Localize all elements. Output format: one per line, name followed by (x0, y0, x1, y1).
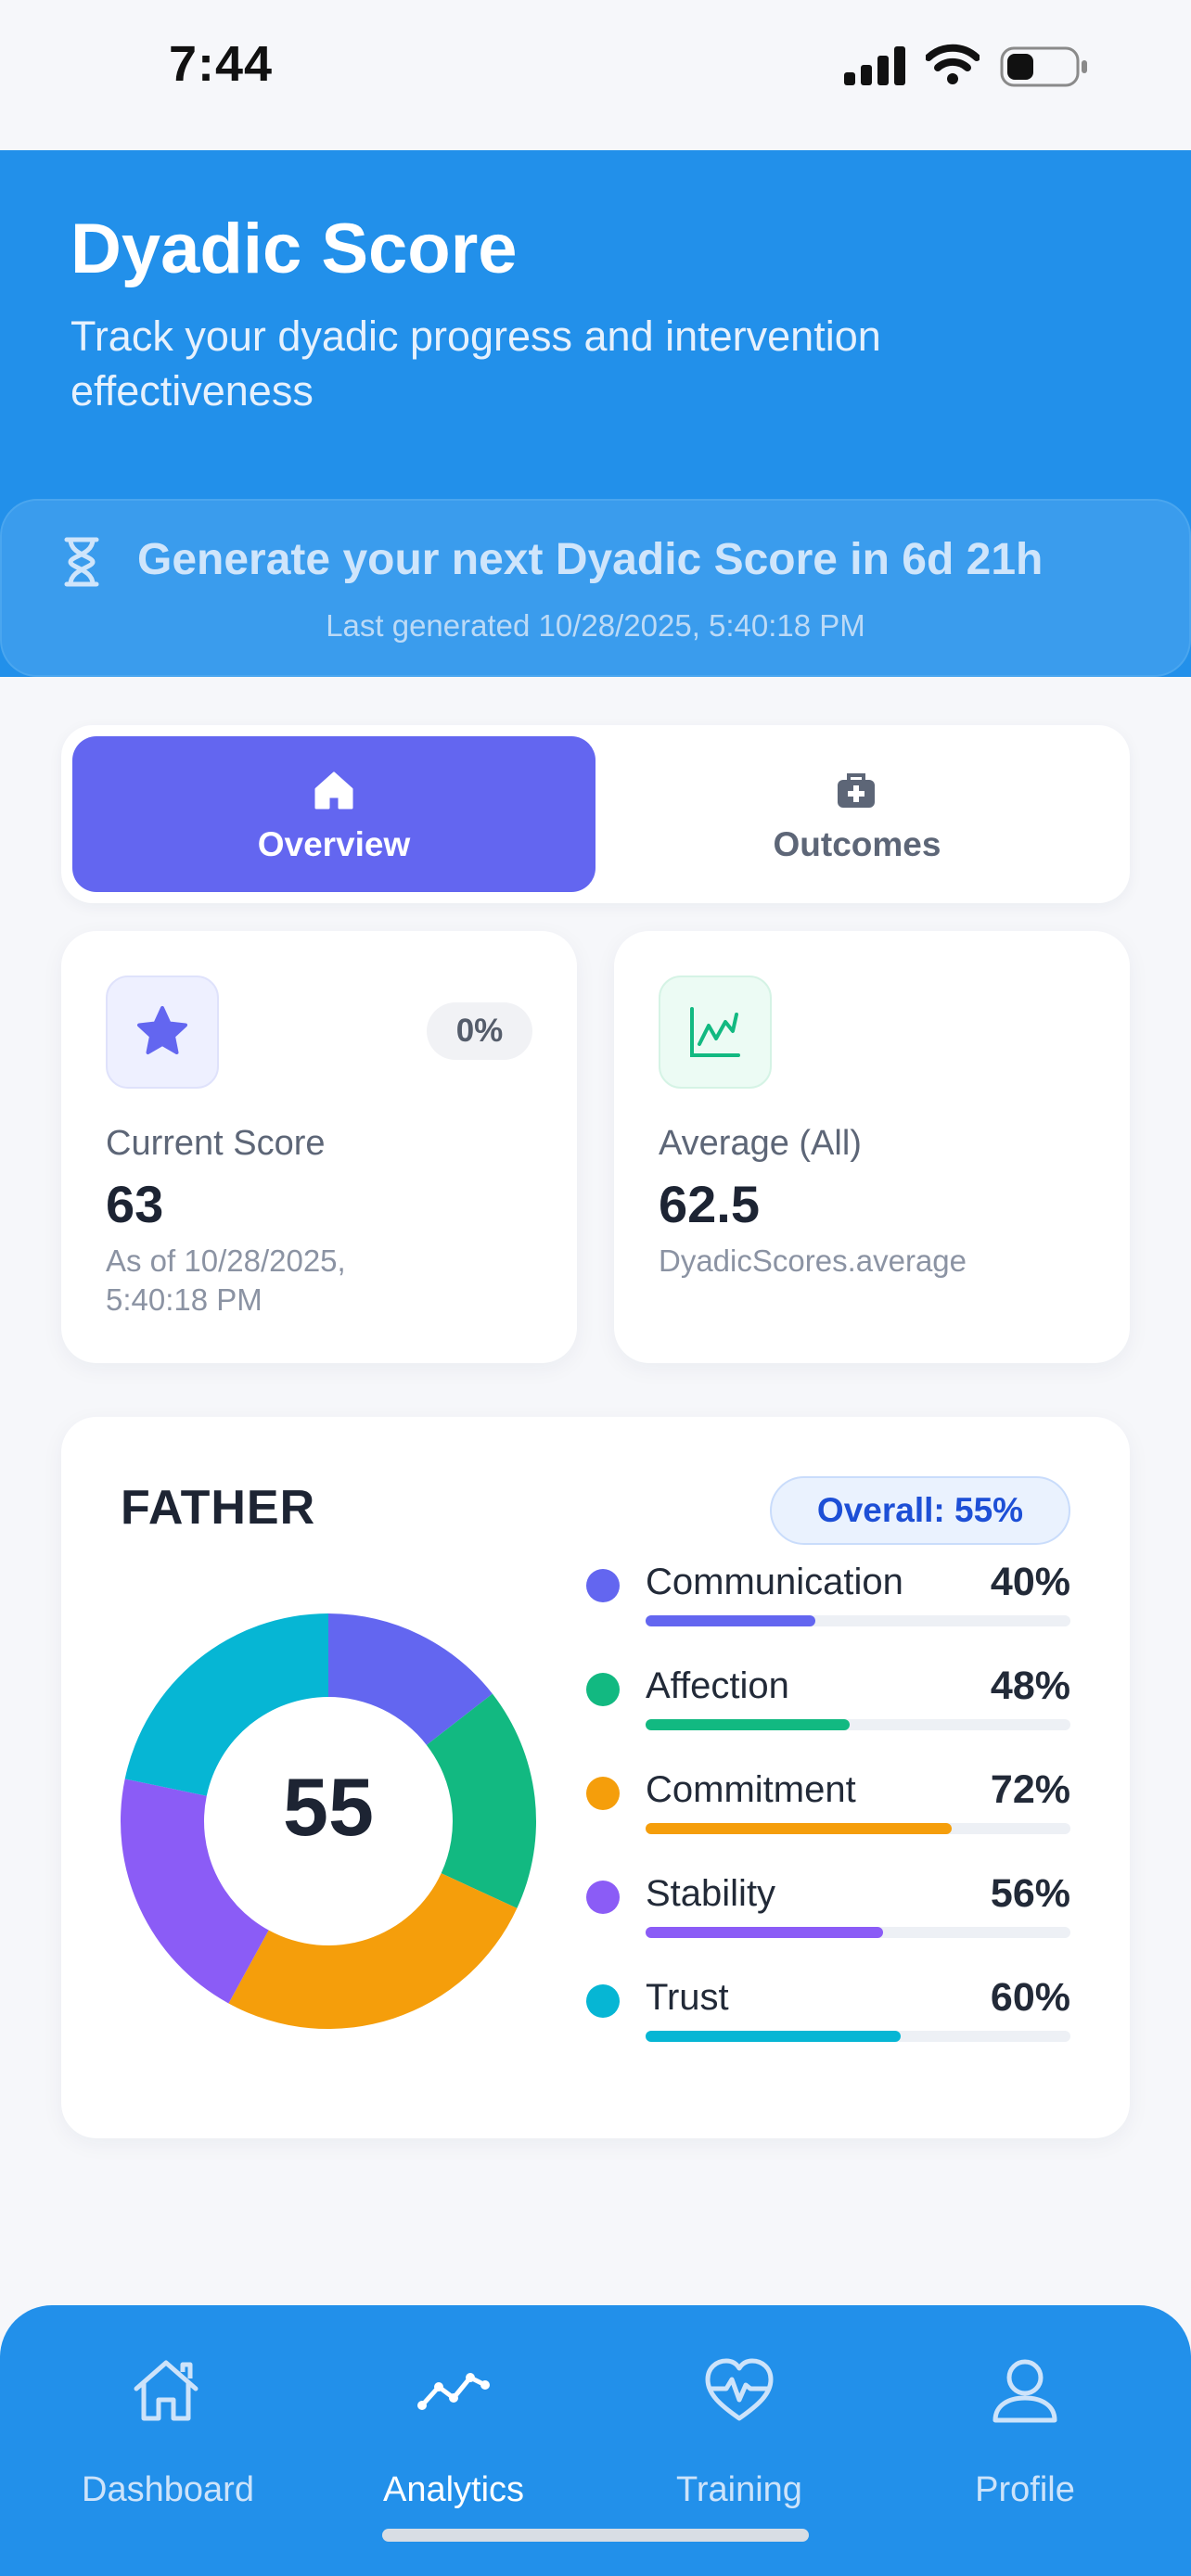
metric-progress-fill (646, 1927, 884, 1938)
user-icon (992, 2359, 1057, 2423)
nav-profile-label: Profile (975, 2470, 1075, 2509)
metric-name: Communication (646, 1562, 903, 1602)
metric-dot (586, 1777, 620, 1810)
next-score-message: Generate your next Dyadic Score in 6d 21… (137, 535, 1044, 584)
wifi-icon (926, 44, 980, 84)
average-score-value: 62.5 (659, 1175, 760, 1233)
home-indicator (382, 2529, 809, 2542)
metric-progress-track (646, 1719, 1070, 1730)
heartbeat-icon (705, 2358, 774, 2421)
metric-progress-fill (646, 1615, 816, 1626)
metric-progress-track (646, 1927, 1070, 1938)
metric-dot (586, 1569, 620, 1602)
tab-outcomes[interactable] (596, 736, 1119, 892)
average-score-source: DyadicScores.average (659, 1243, 967, 1278)
average-icon-box (659, 976, 772, 1089)
metric-progress-track (646, 1823, 1070, 1834)
metric-percent: 48% (990, 1664, 1070, 1708)
score-change-badge: 0% (427, 1002, 532, 1060)
overall-badge: Overall: 55% (770, 1476, 1070, 1545)
metric-name: Affection (646, 1665, 789, 1706)
metric-progress-fill (646, 1823, 952, 1834)
hourglass-icon (64, 537, 99, 587)
nav-dashboard-label: Dashboard (82, 2470, 254, 2509)
father-title: FATHER (121, 1481, 316, 1535)
metric-name: Trust (646, 1977, 729, 2018)
current-score-label: Current Score (106, 1124, 326, 1163)
home-icon (134, 2360, 198, 2421)
dimension-donut-chart (121, 1613, 536, 2029)
status-time: 7:44 (169, 36, 274, 92)
page-title: Dyadic Score (70, 210, 518, 288)
home-icon (314, 772, 353, 810)
tab-outcomes-label: Outcomes (773, 825, 941, 863)
medical-kit-icon (838, 773, 875, 808)
last-generated-text: Last generated 10/28/2025, 5:40:18 PM (326, 608, 865, 643)
metric-progress-fill (646, 2031, 901, 2042)
metric-percent: 60% (990, 1975, 1070, 2020)
donut-segment-stability (121, 1779, 269, 2004)
donut-segment-trust (124, 1613, 328, 1796)
star-icon (137, 1006, 187, 1054)
metric-name: Stability (646, 1873, 776, 1914)
metric-progress-track (646, 2031, 1070, 2042)
current-score-value: 63 (106, 1175, 164, 1233)
metric-name: Commitment (646, 1769, 856, 1810)
metric-dot (586, 1881, 620, 1914)
tab-overview[interactable] (72, 736, 596, 892)
metric-percent: 40% (990, 1560, 1070, 1604)
donut-center-score: 55 (283, 1761, 374, 1853)
nav-analytics-label: Analytics (382, 2470, 525, 2509)
donut-segment-affection (426, 1693, 536, 1908)
average-score-label: Average (All) (659, 1124, 862, 1163)
next-score-banner (0, 499, 1191, 677)
status-bar (0, 0, 1191, 150)
metric-dot (586, 1984, 620, 2018)
battery-icon (1000, 46, 1087, 87)
cellular-signal-icon (844, 46, 905, 85)
line-chart-icon (690, 1007, 740, 1057)
trend-line-icon (417, 2373, 490, 2410)
metric-percent: 56% (990, 1871, 1070, 1916)
metric-percent: 72% (990, 1767, 1070, 1812)
nav-training-label: Training (676, 2470, 802, 2509)
metric-dot (586, 1673, 620, 1706)
donut-segment-commitment (228, 1873, 518, 2029)
donut-segment-communication (328, 1613, 493, 1745)
current-score-date: As of 10/28/2025, 5:40:18 PM (106, 1243, 346, 1317)
page-subtitle: Track your dyadic progress and intervent… (70, 312, 881, 414)
metric-progress-fill (646, 1719, 850, 1730)
tab-overview-label: Overview (257, 825, 411, 863)
metric-progress-track (646, 1615, 1070, 1626)
